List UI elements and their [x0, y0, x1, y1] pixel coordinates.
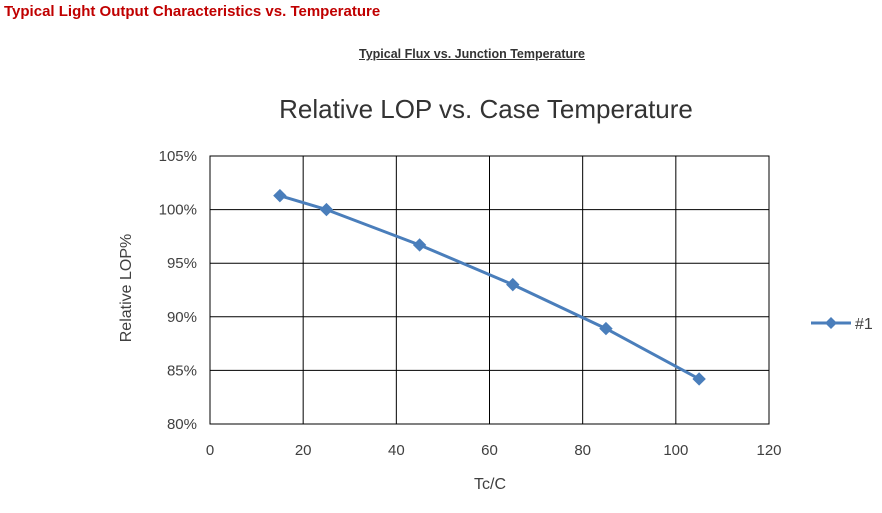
y-tick-label: 90% [167, 309, 197, 326]
data-point-marker [273, 188, 287, 203]
plot-area-border [209, 155, 770, 425]
x-tick-label: 40 [388, 442, 405, 459]
page-heading: Typical Light Output Characteristics vs.… [4, 3, 381, 20]
legend: #1 [811, 316, 873, 333]
data-point-marker [412, 238, 427, 252]
x-tick-label: 0 [206, 442, 214, 459]
data-point-marker [506, 277, 520, 292]
data-point-marker [692, 372, 706, 386]
y-axis-title: Relative LOP% [118, 234, 135, 343]
chart-section-heading: Typical Flux vs. Junction Temperature [359, 47, 585, 61]
y-tick-label: 85% [167, 362, 197, 379]
y-tick-label: 95% [167, 255, 197, 272]
data-point-marker [599, 321, 613, 336]
legend-label: #1 [855, 316, 873, 333]
x-tick-label: 60 [481, 442, 498, 459]
y-tick-label: 80% [167, 416, 197, 433]
x-tick-label: 20 [295, 442, 312, 459]
legend-marker [825, 317, 837, 329]
x-tick-label: 100 [663, 442, 688, 459]
chart-title: Relative LOP vs. Case Temperature [279, 94, 693, 124]
data-point-marker [319, 202, 334, 217]
x-tick-label: 80 [574, 442, 591, 459]
y-tick-label: 105% [159, 148, 197, 165]
x-tick-label: 120 [756, 442, 781, 459]
x-axis-title: Tc/C [474, 476, 506, 493]
axis-tick-labels: 80% 85% 90% 95% 100% 105% 0 20 40 60 80 100 120 [159, 148, 782, 459]
y-tick-label: 100% [159, 202, 197, 219]
grid-lines [209, 155, 770, 425]
series-line [279, 194, 700, 381]
data-series [273, 188, 706, 386]
